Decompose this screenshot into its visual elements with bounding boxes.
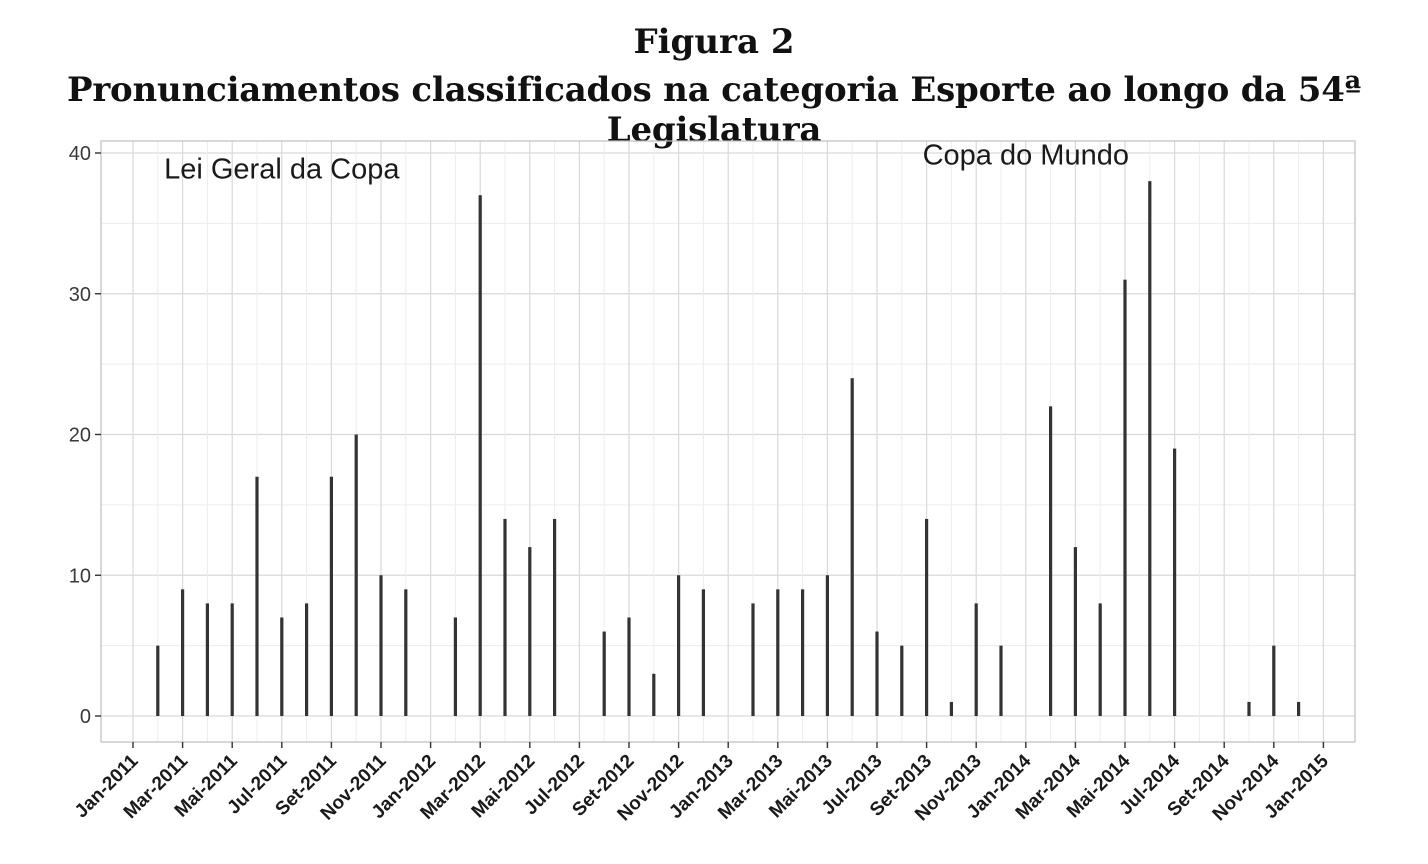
bar-mar-2013	[776, 589, 780, 716]
bar-jun-2014	[1148, 181, 1152, 716]
y-axis: 0 10 20 30 40	[69, 143, 101, 728]
bar-jul-2014	[1173, 448, 1177, 716]
bar-mar-2014	[1073, 547, 1077, 716]
bar-mai-2011	[230, 603, 234, 716]
bar-fev-2014	[1049, 406, 1053, 716]
annotations: Lei Geral da Copa Copa do Mundo	[164, 139, 1129, 185]
bar-dez-2011	[404, 589, 408, 716]
y-tick-label: 10	[69, 565, 91, 587]
annotation-copa-do-mundo: Copa do Mundo	[923, 139, 1129, 171]
bar-jun-2012	[553, 518, 557, 716]
bar-fev-2012	[453, 617, 457, 716]
bar-set-2012	[627, 617, 631, 716]
bar-mai-2013	[825, 575, 829, 716]
figure-caption: Pronunciamentos classificados na categor…	[66, 70, 1362, 150]
bar-jun-2013	[850, 378, 854, 716]
bar-nov-2012	[677, 575, 681, 716]
bar-out-2014	[1247, 701, 1251, 716]
bar-fev-2011	[156, 645, 160, 716]
y-tick-label: 40	[69, 143, 91, 165]
bar-set-2013	[925, 518, 929, 716]
bar-mai-2014	[1123, 279, 1127, 716]
figure-label: Figura 2	[633, 22, 795, 62]
bar-jul-2011	[280, 617, 284, 716]
bar-dez-2014	[1297, 701, 1301, 716]
bar-jul-2013	[875, 631, 879, 716]
bar-nov-2014	[1272, 645, 1276, 716]
bar-abr-2013	[801, 589, 805, 716]
annotation-lei-geral-da-copa: Lei Geral da Copa	[164, 153, 400, 185]
bar-abr-2011	[205, 603, 209, 716]
bars	[156, 181, 1301, 717]
bar-nov-2011	[379, 575, 383, 716]
y-tick-label: 20	[69, 425, 91, 447]
bar-out-2012	[652, 673, 656, 716]
bar-mai-2012	[528, 547, 532, 716]
bar-ago-2012	[602, 631, 606, 716]
bar-dez-2012	[701, 589, 705, 716]
bar-out-2011	[354, 434, 358, 716]
bar-ago-2013	[900, 645, 904, 716]
bar-out-2013	[949, 701, 953, 716]
gridlines	[101, 141, 1355, 742]
bar-mar-2011	[181, 589, 185, 716]
bar-fev-2013	[751, 603, 755, 716]
x-axis: Jan-2011Mar-2011Mai-2011Jul-2011Set-2011…	[71, 742, 1333, 825]
bar-jun-2011	[255, 476, 259, 716]
y-tick-label: 0	[80, 706, 91, 728]
bar-ago-2011	[305, 603, 309, 716]
bar-nov-2013	[974, 603, 978, 716]
bar-abr-2012	[503, 518, 507, 716]
y-tick-label: 30	[69, 284, 91, 306]
bar-dez-2013	[999, 645, 1003, 716]
bar-set-2011	[329, 476, 333, 716]
bar-mar-2012	[478, 195, 482, 717]
bar-abr-2014	[1098, 603, 1102, 716]
